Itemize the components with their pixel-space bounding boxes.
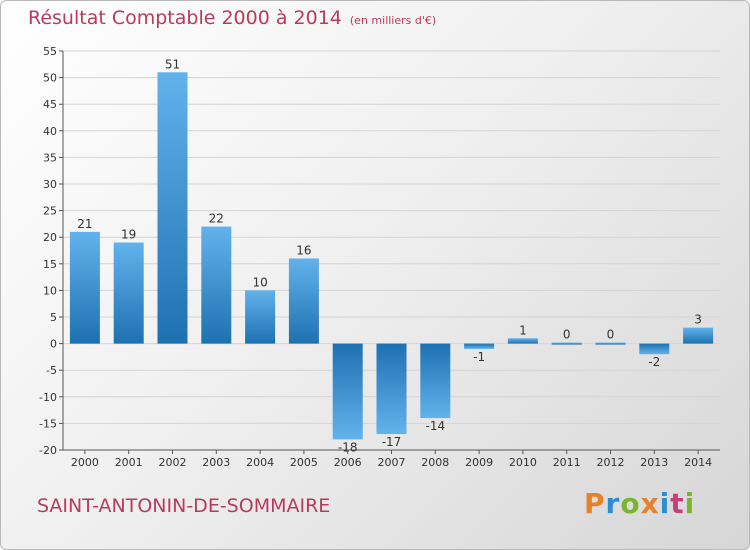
y-tick-label: -15 — [39, 417, 57, 430]
bar-2001 — [113, 242, 144, 344]
y-tick-label: 35 — [43, 151, 57, 164]
x-tick-label-2000: 2000 — [71, 456, 99, 469]
bar-2013 — [639, 343, 670, 355]
x-tick-label-2014: 2014 — [684, 456, 712, 469]
x-tick-label-2008: 2008 — [421, 456, 449, 469]
x-tick-label-2002: 2002 — [159, 456, 187, 469]
bar-2008 — [420, 343, 451, 419]
y-tick-label: -10 — [39, 391, 57, 404]
x-tick-label-2009: 2009 — [465, 456, 493, 469]
bar-2000 — [69, 231, 100, 344]
data-label-2010: 1 — [519, 323, 527, 337]
x-tick-label-2001: 2001 — [115, 456, 143, 469]
y-tick-label: 25 — [43, 205, 57, 218]
y-tick-label: -5 — [46, 364, 57, 377]
data-label-2013: -2 — [648, 355, 660, 369]
bar-2003 — [201, 226, 232, 344]
logo-letter: o — [620, 487, 641, 520]
bar-2002 — [157, 72, 188, 344]
data-label-2012: 0 — [607, 328, 615, 342]
data-label-2002: 51 — [165, 57, 180, 71]
x-tick-label-2003: 2003 — [202, 456, 230, 469]
logo-letter: P — [584, 487, 606, 520]
y-tick-label: 30 — [43, 178, 57, 191]
x-tick-label-2005: 2005 — [290, 456, 318, 469]
commune-name: SAINT-ANTONIN-DE-SOMMAIRE — [37, 495, 331, 517]
data-label-2005: 16 — [296, 243, 311, 257]
y-tick-label: 20 — [43, 231, 57, 244]
x-tick-label-2011: 2011 — [553, 456, 581, 469]
bar-2007 — [376, 343, 407, 435]
bar-2012 — [595, 342, 626, 345]
data-label-2001: 19 — [121, 228, 136, 242]
title-unit: (en milliers d'€) — [349, 14, 437, 27]
proxiti-logo: Proxiti — [584, 487, 695, 520]
bar-2010 — [507, 338, 538, 344]
x-tick-label-2012: 2012 — [597, 456, 625, 469]
data-label-2011: 0 — [563, 328, 571, 342]
chart-title: Résultat Comptable 2000 à 2014 (en millie… — [28, 7, 436, 29]
x-tick-label-2007: 2007 — [378, 456, 406, 469]
x-tick-label-2013: 2013 — [640, 456, 668, 469]
y-tick-label: -20 — [39, 444, 57, 457]
data-label-2004: 10 — [252, 275, 267, 289]
data-label-2003: 22 — [209, 212, 224, 226]
x-tick-label-2006: 2006 — [334, 456, 362, 469]
data-label-2000: 21 — [77, 217, 92, 231]
data-label-2009: -1 — [473, 350, 485, 364]
y-tick-label: 55 — [43, 45, 57, 58]
data-label-2007: -17 — [382, 435, 402, 449]
data-label-2014: 3 — [694, 313, 702, 327]
y-tick-label: 5 — [50, 311, 57, 324]
bar-2011 — [551, 342, 582, 345]
x-tick-label-2010: 2010 — [509, 456, 537, 469]
title-main: Résultat Comptable 2000 à 2014 — [28, 7, 342, 29]
y-tick-label: 40 — [43, 125, 57, 138]
x-tick-label-2004: 2004 — [246, 456, 274, 469]
logo-letter: x — [640, 487, 660, 520]
bar-2004 — [245, 290, 276, 344]
logo-letter: r — [605, 487, 621, 520]
logo-letter: i — [684, 487, 696, 520]
bar-2006 — [332, 343, 363, 440]
bar-2014 — [683, 327, 714, 344]
y-tick-label: 50 — [43, 72, 57, 85]
logo-letter: t — [670, 487, 685, 520]
y-tick-label: 0 — [50, 338, 57, 351]
data-label-2008: -14 — [425, 419, 445, 433]
y-tick-label: 45 — [43, 98, 57, 111]
logo-letter: i — [659, 487, 671, 520]
bar-2005 — [288, 258, 319, 344]
bar-2009 — [464, 343, 495, 349]
data-label-2006: -18 — [338, 440, 358, 454]
y-tick-label: 15 — [43, 258, 57, 271]
y-tick-label: 10 — [43, 284, 57, 297]
